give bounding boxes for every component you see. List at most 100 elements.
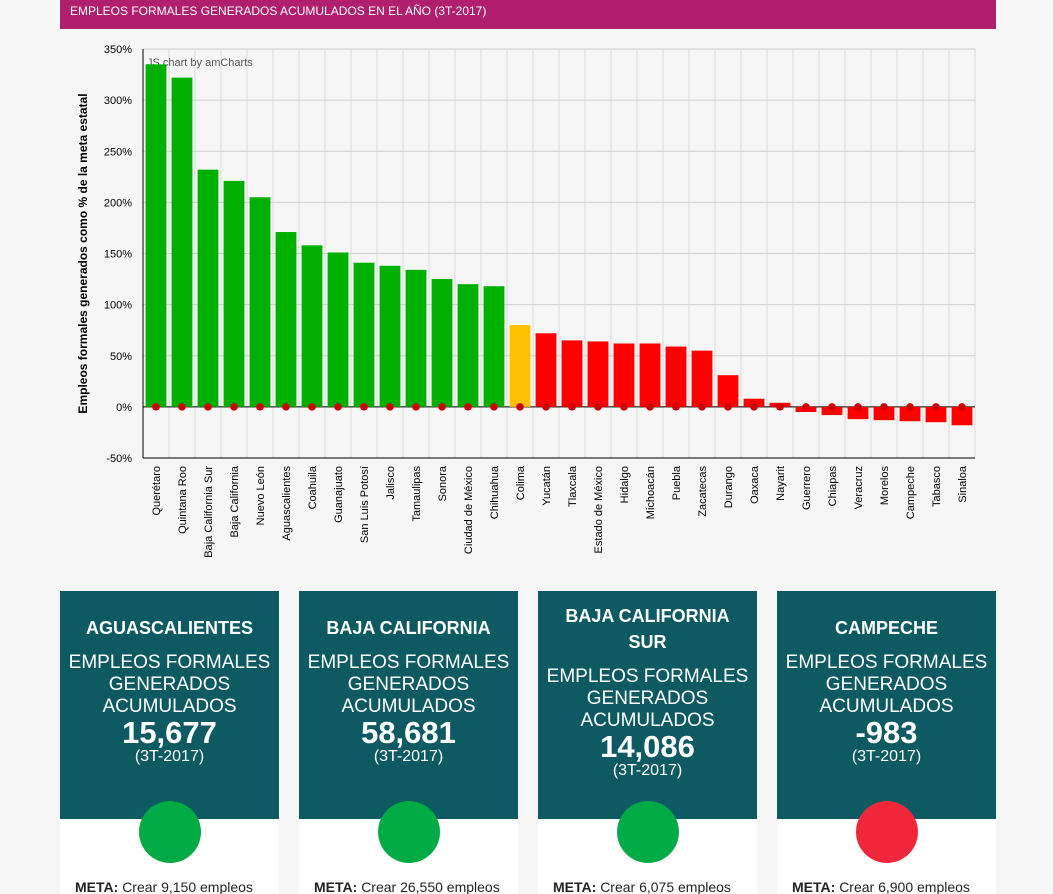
card-period: (3T-2017) — [612, 762, 683, 779]
bar-28 — [873, 406, 895, 421]
card-campeche[interactable]: CAMPECHE EMPLEOS FORMALES GENERADOS ACUM… — [777, 591, 996, 894]
x-tick-label: Chihuahua — [489, 465, 501, 519]
bar-23 — [743, 398, 765, 407]
y-tick-label: 200% — [104, 197, 132, 209]
x-tick-label: Veracruz — [853, 466, 865, 509]
marker-dot-10 — [412, 403, 420, 411]
marker-dot-25 — [802, 403, 810, 411]
card-value: 15,677 — [122, 715, 217, 750]
card-header: BAJA CALIFORNIA SUR EMPLEOS FORMALES GEN… — [538, 591, 757, 819]
y-tick-label: 50% — [110, 351, 132, 363]
card-state-name: AGUASCALIENTES — [85, 618, 253, 638]
card-meta: META: Crear 6,075 empleos — [553, 879, 753, 894]
amcharts-watermark: JS chart by amCharts — [147, 57, 253, 69]
card-state-name: BAJA CALIFORNIA SUR — [565, 606, 730, 652]
marker-dot-3 — [230, 403, 238, 411]
bar-3 — [223, 180, 245, 407]
x-tick-label: Jalisco — [385, 466, 397, 500]
card-period: (3T-2017) — [134, 748, 205, 765]
marker-dot-2 — [204, 403, 212, 411]
x-tick-label: Hidalgo — [619, 466, 631, 503]
bar-10 — [405, 269, 427, 407]
bar-21 — [691, 350, 713, 407]
card-period: (3T-2017) — [851, 748, 922, 765]
meta-label: META: — [553, 879, 597, 894]
meta-label: META: — [314, 879, 358, 894]
marker-dot-21 — [698, 403, 706, 411]
x-tick-label: San Luis Potosí — [359, 466, 371, 543]
marker-dot-29 — [906, 403, 914, 411]
x-tick-label: Yucatán — [541, 466, 553, 506]
marker-dot-24 — [776, 403, 784, 411]
marker-dot-17 — [594, 403, 602, 411]
x-tick-label: Morelos — [879, 466, 891, 506]
bar-15 — [535, 333, 557, 407]
bar-8 — [353, 262, 375, 407]
marker-dot-11 — [438, 403, 446, 411]
marker-dot-26 — [828, 403, 836, 411]
marker-dot-4 — [256, 403, 264, 411]
x-tick-label: Puebla — [671, 465, 683, 500]
card-meta: META: Crear 6,900 empleos — [792, 879, 992, 894]
marker-dot-20 — [672, 403, 680, 411]
bar-7 — [327, 252, 349, 407]
marker-dot-0 — [152, 403, 160, 411]
meta-text: Crear 26,550 empleos — [361, 879, 500, 894]
marker-dot-8 — [360, 403, 368, 411]
card-label: EMPLEOS FORMALES GENERADOS ACUMULADOS — [68, 652, 271, 717]
bar-11 — [431, 279, 453, 407]
chart-title-bar: EMPLEOS FORMALES GENERADOS ACUMULADOS EN… — [60, 0, 996, 29]
meta-text: Crear 9,150 empleos — [122, 879, 253, 894]
card-meta: META: Crear 9,150 empleos — [75, 879, 275, 894]
marker-dot-12 — [464, 403, 472, 411]
x-tick-label: Baja California — [229, 465, 241, 537]
meta-text: Crear 6,075 empleos — [600, 879, 731, 894]
status-circle-icon — [139, 801, 201, 863]
x-tick-label: Tamaulipas — [411, 466, 423, 522]
meta-label: META: — [792, 879, 836, 894]
card-header: CAMPECHE EMPLEOS FORMALES GENERADOS ACUM… — [777, 591, 996, 819]
y-tick-label: 100% — [104, 300, 132, 312]
bar-31 — [951, 406, 973, 426]
card-baja-california-sur[interactable]: BAJA CALIFORNIA SUR EMPLEOS FORMALES GEN… — [538, 591, 757, 894]
card-header: BAJA CALIFORNIA EMPLEOS FORMALES GENERAD… — [299, 591, 518, 819]
x-tick-label: Baja California Sur — [203, 466, 215, 558]
x-tick-label: Chiapas — [827, 466, 839, 507]
chart-svg: -50% 0% 50% 100% 150% 200% 250% 300% 350% JS char… — [76, 44, 976, 558]
marker-dot-6 — [308, 403, 316, 411]
bar-16 — [561, 340, 583, 407]
x-tick-label: Tlaxcala — [567, 465, 579, 507]
x-tick-label: Sonora — [437, 465, 449, 501]
bar-2 — [197, 169, 219, 407]
bar-chart: -50% 0% 50% 100% 150% 200% 250% 300% 350% JS char… — [0, 29, 1053, 589]
card-label: EMPLEOS FORMALES GENERADOS ACUMULADOS — [546, 666, 749, 731]
bar-27 — [847, 406, 869, 420]
y-tick-label: 150% — [104, 249, 132, 261]
x-tick-label: Nuevo León — [255, 466, 267, 525]
bar-26 — [821, 406, 843, 416]
meta-label: META: — [75, 879, 119, 894]
x-tick-label: Colima — [515, 465, 527, 500]
bar-0 — [145, 64, 167, 407]
bar-30 — [925, 406, 947, 423]
marker-dot-15 — [542, 403, 550, 411]
x-tick-label: Tabasco — [931, 466, 943, 507]
x-tick-label: Aguascalientes — [281, 466, 293, 541]
y-tick-label: -50% — [106, 453, 132, 465]
x-tick-label: Ciudad de México — [463, 466, 475, 554]
marker-dot-23 — [750, 403, 758, 411]
meta-text: Crear 6,900 empleos — [839, 879, 970, 894]
x-tick-label: Querétaro — [151, 466, 163, 516]
x-tick-label: Coahuila — [307, 465, 319, 509]
x-tick-label: Nayarit — [775, 466, 787, 501]
marker-dot-13 — [490, 403, 498, 411]
bar-12 — [457, 284, 479, 407]
status-circle-icon — [378, 801, 440, 863]
y-tick-label: 350% — [104, 44, 132, 56]
card-aguascalientes[interactable]: AGUASCALIENTES EMPLEOS FORMALES GENERADO… — [60, 591, 279, 894]
marker-dot-22 — [724, 403, 732, 411]
marker-dot-27 — [854, 403, 862, 411]
card-baja-california[interactable]: BAJA CALIFORNIA EMPLEOS FORMALES GENERAD… — [299, 591, 518, 894]
status-circle-icon — [856, 801, 918, 863]
bar-13 — [483, 286, 505, 407]
